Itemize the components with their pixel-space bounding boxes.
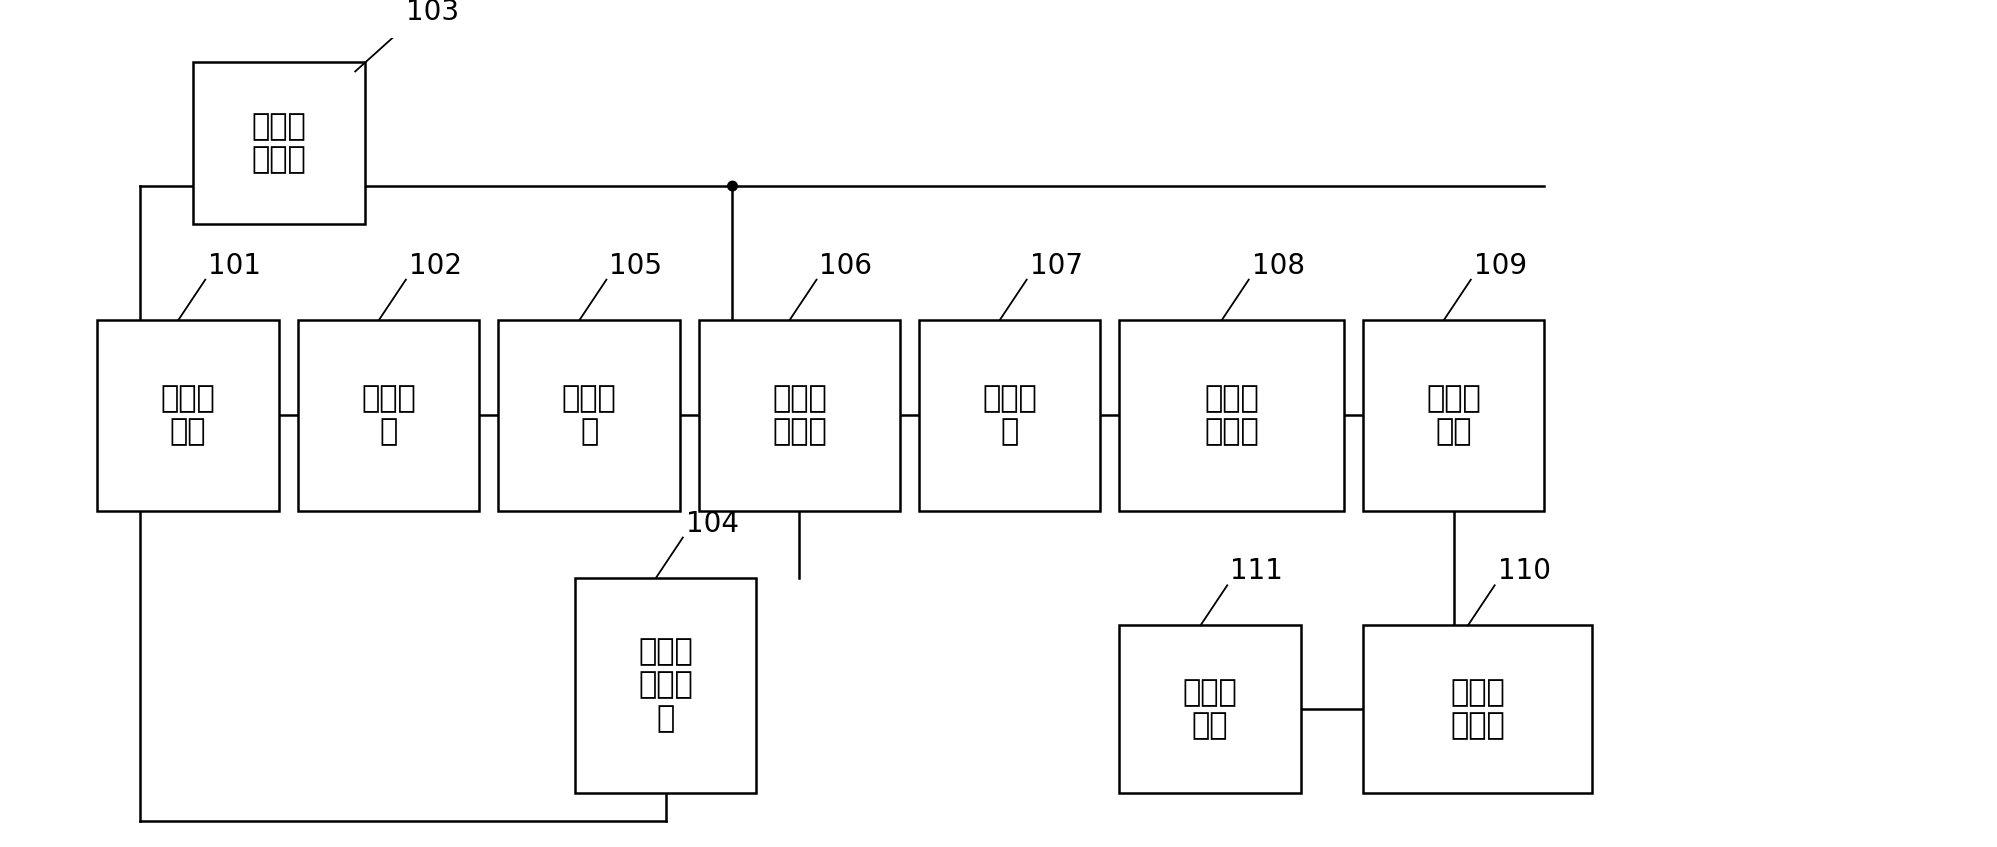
Text: 指数运
算电路: 指数运 算电路	[252, 112, 306, 174]
Text: 110: 110	[1498, 557, 1550, 585]
Text: 104: 104	[685, 510, 739, 538]
Text: 101: 101	[208, 252, 262, 280]
Text: 规格化
电路: 规格化 电路	[1426, 384, 1482, 446]
Text: 信号输
入端: 信号输 入端	[160, 384, 216, 446]
Bar	[575, 578, 757, 793]
Bar	[699, 320, 899, 511]
Bar	[1362, 320, 1544, 511]
Text: 加法电
路: 加法电 路	[983, 384, 1036, 446]
Text: 符号和
运算电
路: 符号和 运算电 路	[639, 637, 693, 734]
Bar	[919, 320, 1100, 511]
Bar	[499, 320, 679, 511]
Text: 111: 111	[1230, 557, 1282, 585]
Bar	[194, 62, 365, 224]
Bar	[1120, 625, 1300, 793]
Text: 102: 102	[409, 252, 461, 280]
Text: 取反电
路: 取反电 路	[361, 384, 415, 446]
Text: 103: 103	[405, 0, 459, 25]
Text: 108: 108	[1252, 252, 1304, 280]
Text: 105: 105	[609, 252, 663, 280]
Text: 信号输
出端: 信号输 出端	[1182, 678, 1238, 740]
Bar	[1120, 320, 1344, 511]
Text: 符号选
择电路: 符号选 择电路	[1204, 384, 1258, 446]
Text: 溢出处
理电路: 溢出处 理电路	[1450, 678, 1506, 740]
Text: 双路累
加电路: 双路累 加电路	[773, 384, 827, 446]
Text: 107: 107	[1030, 252, 1082, 280]
Text: 106: 106	[819, 252, 873, 280]
Text: 109: 109	[1474, 252, 1528, 280]
Bar	[1362, 625, 1592, 793]
Circle shape	[727, 181, 737, 191]
Bar	[98, 320, 280, 511]
Bar	[298, 320, 479, 511]
Text: 对阶电
路: 对阶电 路	[561, 384, 617, 446]
